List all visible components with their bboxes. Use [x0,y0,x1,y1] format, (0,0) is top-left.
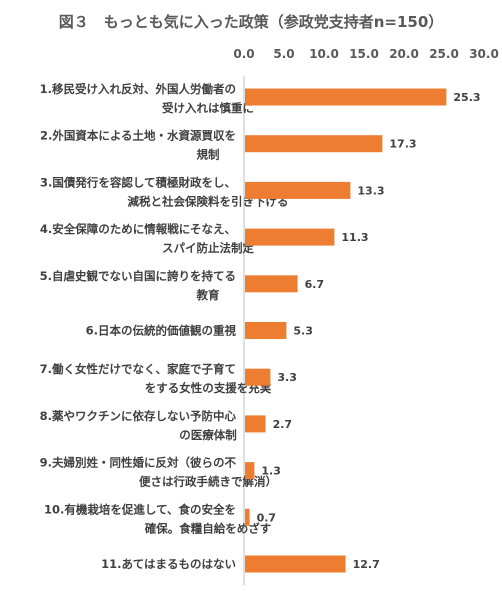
bar [245,508,250,526]
x-tick-label: 15.0 [349,47,379,61]
category-label-line: 3.国債発行を容認して積極財政をし、 [40,175,236,189]
value-label: 13.3 [357,184,384,197]
bar [245,88,447,106]
x-tick-label: 25.0 [429,47,459,61]
bar [245,181,351,199]
category-label: 7.働く女性だけでなく、家庭で子育てをする女性の支援を充実 [40,362,272,395]
bar [245,555,346,573]
category-label-line: 教育 [196,288,220,302]
category-label: 2.外国資本による土地・水資源買収を規制 [40,129,236,162]
chart-title: 図３ もっとも気に入った政策（参政党支持者n=150） [59,13,444,31]
category-label: 4.安全保障のために情報戦にそなえ、スパイ防止法制定 [40,222,255,255]
bars [245,88,447,573]
value-label: 3.3 [277,371,297,384]
category-label-line: 2.外国資本による土地・水資源買収を [40,129,236,143]
category-label: 8.薬やワクチンに依存しない予防中心の医療体制 [40,409,237,442]
value-labels: 25.3 17.3 13.3 11.3 6.7 5.3 3.3 2.7 1.3 0.7 12.7 [257,91,481,571]
x-axis-ticks: 0.0 5.0 10.0 15.0 20.0 25.0 30.0 [233,47,498,61]
x-tick-label: 10.0 [309,47,339,61]
category-label-line: 規制 [197,148,220,162]
category-label: 5.自虐史観でない自国に誇りを持てる教育 [40,269,236,302]
category-label-line: 4.安全保障のために情報戦にそなえ、 [40,222,236,236]
value-label: 5.3 [293,325,313,338]
category-label-line: 10.有機栽培を促進して、食の安全を [44,502,236,516]
bar [245,462,255,480]
bar [245,228,335,246]
category-label-line: 受け入れは慎重に [162,101,254,115]
value-label: 6.7 [305,278,325,291]
category-label-line: 9.夫婦別姓・同性婚に反対（彼らの不 [40,456,237,470]
value-label: 17.3 [389,138,416,151]
bar [245,322,287,339]
value-label: 0.7 [257,511,277,524]
category-label-line: 1.移民受け入れ反対、外国人労働者の [40,82,236,96]
category-label-line: 5.自虐史観でない自国に誇りを持てる [40,269,236,283]
value-label: 25.3 [453,91,480,104]
category-label-line: 確保。食糧自給をめざす [145,521,272,535]
bar [245,275,298,293]
x-tick-label: 5.0 [273,47,294,61]
category-label-line: をする女性の支援を充実 [145,381,272,395]
category-label: 9.夫婦別姓・同性婚に反対（彼らの不便さは行政手続きで解消） [40,456,277,489]
bar [245,415,266,433]
x-tick-label: 30.0 [469,47,499,61]
bar [245,135,383,153]
value-label: 2.7 [273,418,293,431]
category-label-line: 便さは行政手続きで解消） [139,475,277,489]
x-tick-label: 0.0 [233,47,254,61]
category-label-line: 6.日本の伝統的価値観の重視 [86,324,237,338]
category-label: 1.移民受け入れ反対、外国人労働者の受け入れは慎重に [40,82,254,115]
value-label: 1.3 [261,465,281,478]
category-label: 6.日本の伝統的価値観の重視 [86,324,237,338]
value-label: 12.7 [353,558,380,571]
bar [245,368,271,386]
category-label: 10.有機栽培を促進して、食の安全を確保。食糧自給をめざす [44,502,271,535]
category-label-line: 8.薬やワクチンに依存しない予防中心 [40,409,237,423]
category-label: 11.あてはまるものはない [101,557,236,571]
category-label-line: 11.あてはまるものはない [101,557,236,571]
value-label: 11.3 [341,231,368,244]
category-label-line: スパイ防止法制定 [162,241,254,255]
category-label-line: の医療体制 [179,428,237,442]
category-label-line: 7.働く女性だけでなく、家庭で子育て [40,362,236,376]
x-tick-label: 20.0 [389,47,419,61]
